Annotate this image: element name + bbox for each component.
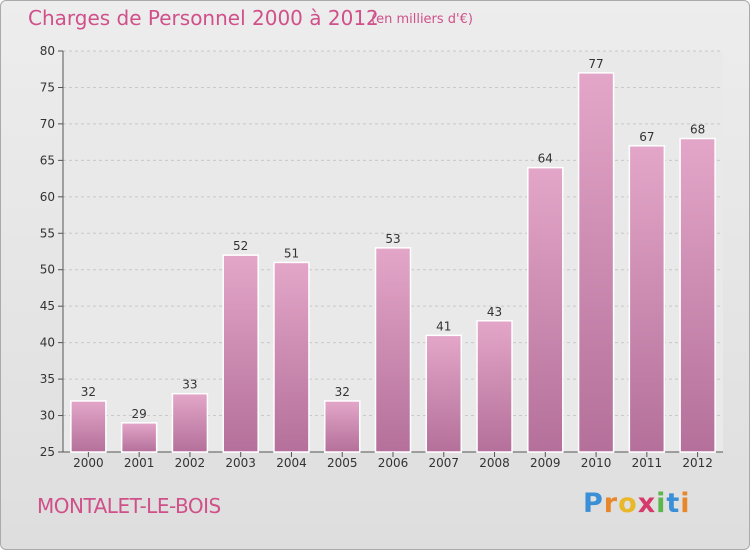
y-tick-label: 50 <box>40 263 55 277</box>
bar <box>527 166 564 453</box>
y-tick-label: 70 <box>40 117 55 131</box>
x-tick-label: 2009 <box>530 456 561 470</box>
x-tick-label: 2006 <box>378 456 409 470</box>
bar <box>222 254 259 453</box>
proxiti-logo: Proxiti <box>583 488 691 519</box>
chart-subtitle: (en milliers d'€) <box>371 12 473 27</box>
y-tick-label: 80 <box>40 44 55 58</box>
y-tick-label: 30 <box>40 409 55 423</box>
data-label: 41 <box>436 319 451 333</box>
bar <box>628 145 666 453</box>
data-label: 32 <box>335 385 350 399</box>
data-label: 68 <box>690 122 705 136</box>
x-tick-label: 2005 <box>327 456 358 470</box>
data-label: 53 <box>385 232 400 246</box>
y-tick-label: 25 <box>40 445 55 459</box>
x-tick-label: 2010 <box>581 456 612 470</box>
x-tick-label: 2000 <box>73 456 104 470</box>
x-tick-label: 2004 <box>276 456 307 470</box>
bar <box>577 72 615 453</box>
logo-letter: x <box>637 488 657 519</box>
x-tick-label: 2001 <box>124 456 155 470</box>
data-label: 77 <box>588 57 603 71</box>
y-tick-label: 75 <box>40 80 55 94</box>
bar <box>273 261 310 453</box>
data-label: 64 <box>538 152 553 166</box>
logo-letter: t <box>666 488 681 519</box>
y-tick-label: 65 <box>40 153 55 167</box>
bar <box>171 392 209 453</box>
y-tick-label: 35 <box>40 372 55 386</box>
data-label: 67 <box>639 130 654 144</box>
bar <box>323 400 361 453</box>
logo-letter: o <box>618 488 638 519</box>
chart-title: Charges de Personnel 2000 à 2012 <box>28 6 379 30</box>
y-tick-label: 40 <box>40 336 55 350</box>
data-label: 43 <box>487 305 502 319</box>
y-tick-label: 60 <box>40 190 55 204</box>
data-label: 33 <box>182 378 197 392</box>
x-tick-label: 2003 <box>225 456 256 470</box>
x-tick-label: 2002 <box>175 456 206 470</box>
bar <box>70 400 107 453</box>
x-tick-label: 2011 <box>632 456 663 470</box>
logo-letter: i <box>656 488 667 519</box>
y-tick-label: 45 <box>40 299 55 313</box>
bar <box>425 334 463 453</box>
data-label: 32 <box>81 385 96 399</box>
data-label: 52 <box>233 239 248 253</box>
place-name: MONTALET-LE-BOIS <box>37 494 221 518</box>
logo-letter: P <box>583 488 604 519</box>
data-label: 51 <box>284 246 299 260</box>
x-tick-label: 2012 <box>682 456 713 470</box>
data-label: 29 <box>132 407 147 421</box>
bar <box>679 137 716 453</box>
logo-letter: i <box>680 488 691 519</box>
bar <box>374 247 412 453</box>
x-tick-label: 2007 <box>428 456 459 470</box>
logo-letter: r <box>603 488 619 519</box>
x-tick-label: 2008 <box>479 456 510 470</box>
bar <box>476 320 513 453</box>
y-tick-label: 55 <box>40 226 55 240</box>
bar <box>120 422 158 453</box>
